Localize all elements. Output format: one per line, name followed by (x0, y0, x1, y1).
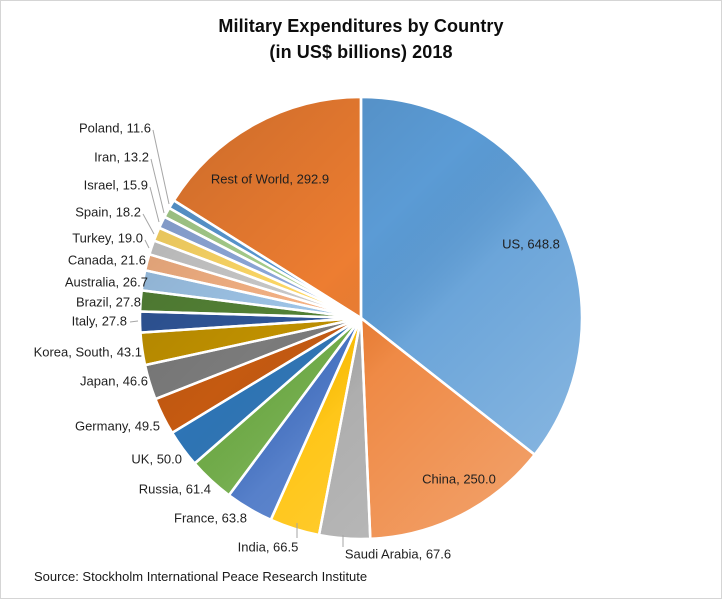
slice-label-us: US, 648.8 (502, 237, 560, 252)
slice-label-japan: Japan, 46.6 (80, 374, 148, 389)
leader-line-iran (150, 158, 165, 214)
slice-label-saudi-arabia: Saudi Arabia, 67.6 (345, 547, 451, 562)
chart-title-line1: Military Expenditures by Country (218, 16, 504, 36)
slice-label-germany: Germany, 49.5 (75, 419, 160, 434)
pie-slice-outline-china (359, 316, 536, 541)
leader-line-turkey (144, 239, 150, 249)
slice-label-poland: Poland, 11.6 (79, 121, 151, 136)
slice-label-russia: Russia, 61.4 (139, 482, 211, 497)
slice-label-korea-south: Korea, South, 43.1 (34, 345, 142, 360)
slice-label-canada: Canada, 21.6 (68, 253, 146, 268)
slice-label-iran: Iran, 13.2 (94, 150, 149, 165)
chart-title-line2: (in US$ billions) 2018 (269, 42, 453, 62)
leader-line-spain (142, 213, 155, 235)
pie-slice-outline-rest-of-world (172, 95, 363, 320)
pie-slice-outline-us (359, 95, 584, 456)
chart-title: Military Expenditures by Country (in US$… (1, 13, 721, 65)
slice-label-france: France, 63.8 (174, 511, 247, 526)
slice-label-italy: Italy, 27.8 (72, 314, 127, 329)
slice-label-uk: UK, 50.0 (131, 452, 182, 467)
slice-label-israel: Israel, 15.9 (84, 178, 148, 193)
leader-line-italy (129, 320, 139, 323)
leader-line-poland (152, 129, 170, 205)
source-note: Source: Stockholm International Peace Re… (34, 569, 368, 584)
slice-label-turkey: Turkey, 19.0 (72, 231, 143, 246)
slice-label-china: China, 250.0 (422, 472, 496, 487)
slice-label-india: India, 66.5 (238, 540, 299, 555)
slice-label-brazil: Brazil, 27.8 (76, 295, 141, 310)
slice-label-australia: Australia, 26.7 (65, 275, 148, 290)
leader-line-israel (149, 186, 160, 223)
slice-label-rest-of-world: Rest of World, 292.9 (211, 172, 329, 187)
slice-label-spain: Spain, 18.2 (75, 205, 141, 220)
